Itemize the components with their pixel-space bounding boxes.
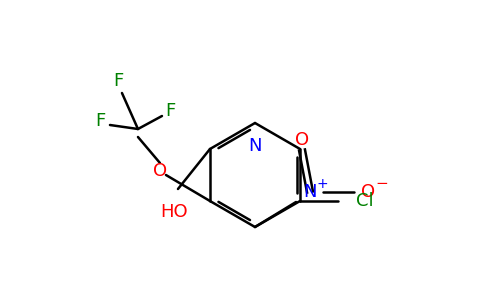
Text: Cl: Cl <box>356 192 374 210</box>
Text: HO: HO <box>160 203 188 221</box>
Text: +: + <box>316 177 328 191</box>
Text: O: O <box>295 131 309 149</box>
Text: F: F <box>95 112 105 130</box>
Text: −: − <box>376 176 388 191</box>
Text: O: O <box>361 183 375 201</box>
Text: N: N <box>248 137 262 155</box>
Text: N: N <box>303 183 317 201</box>
Text: O: O <box>153 162 167 180</box>
Text: F: F <box>165 102 175 120</box>
Text: F: F <box>113 72 123 90</box>
